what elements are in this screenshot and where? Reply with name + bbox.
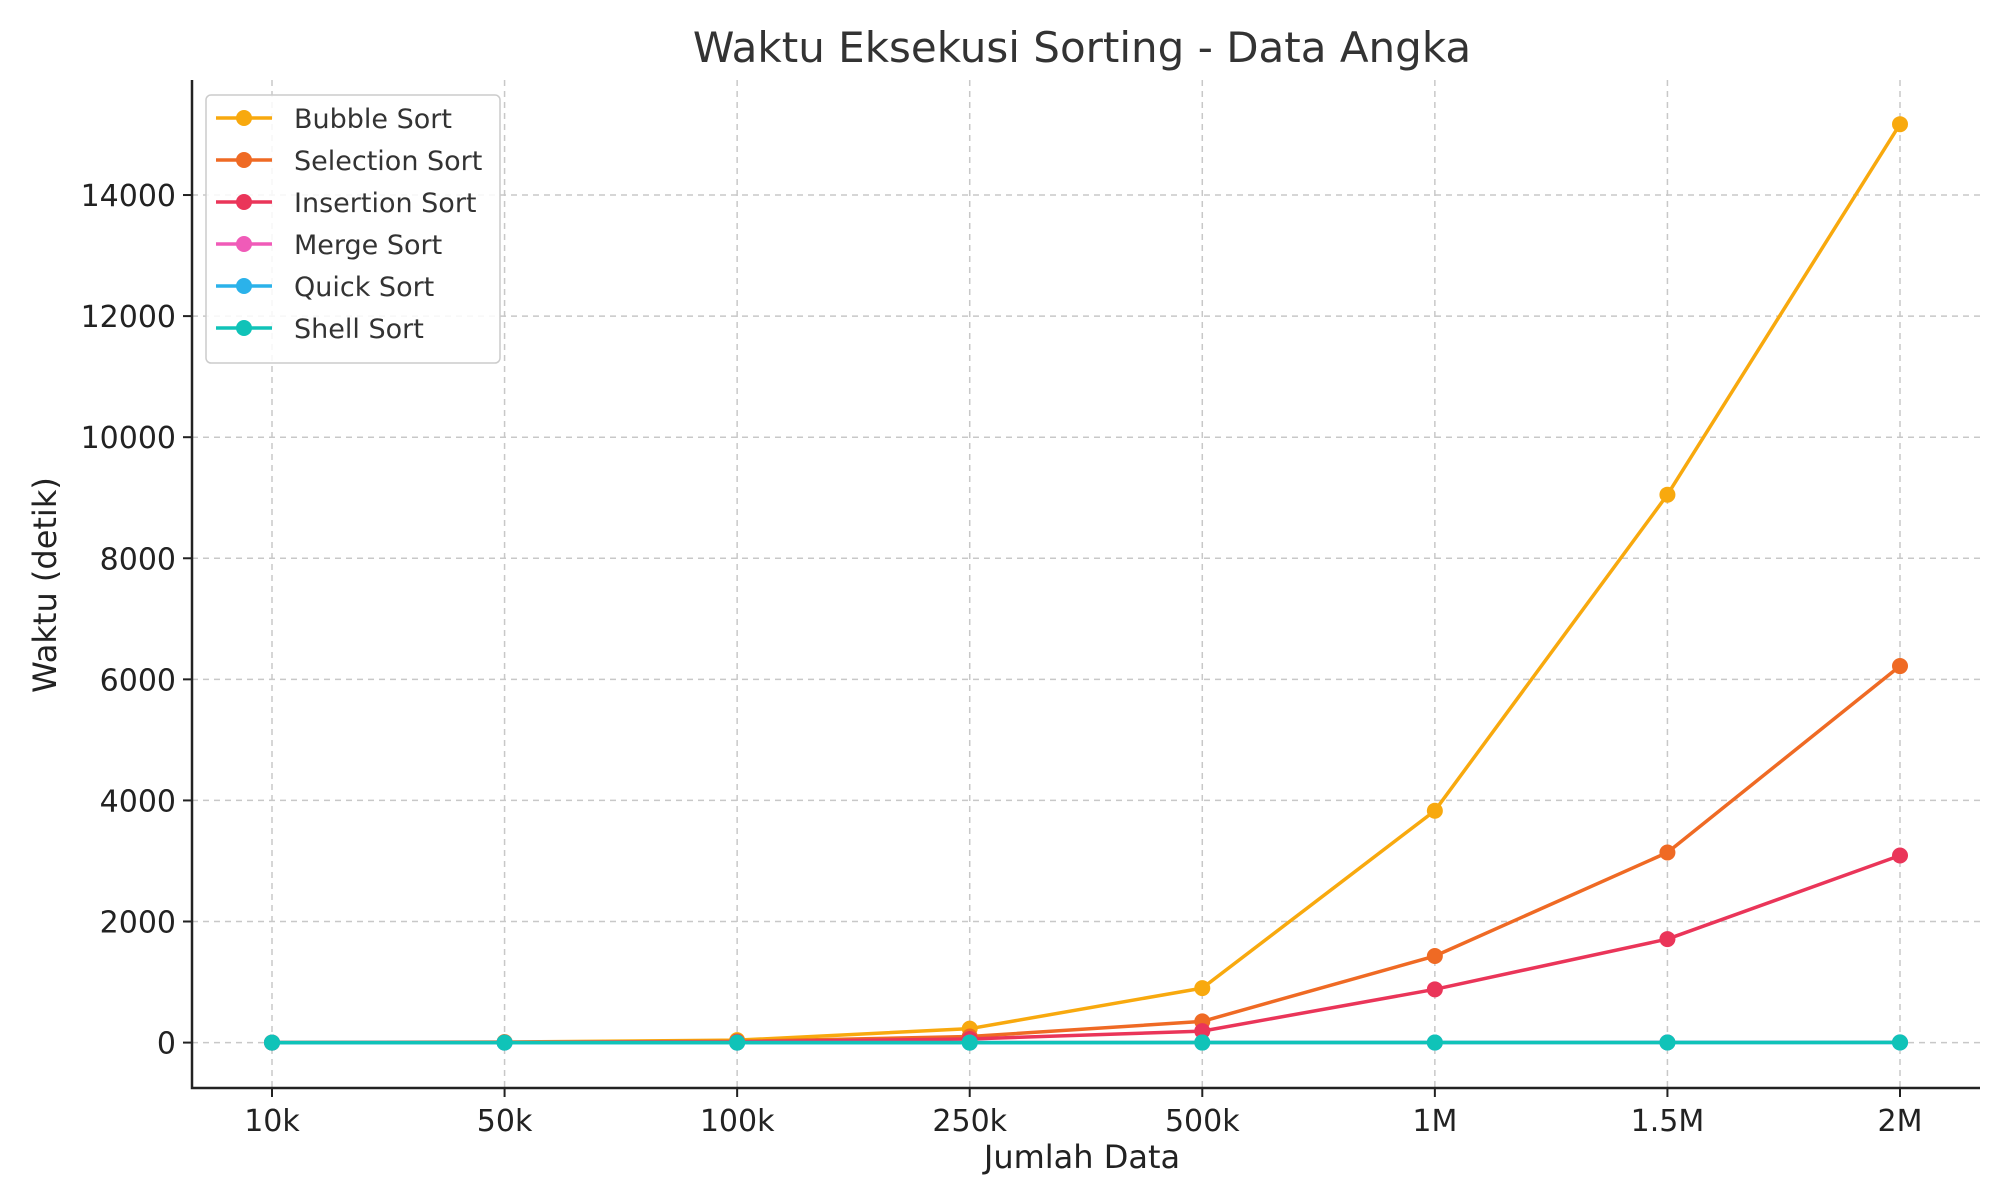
data-point-bubble-sort	[1892, 116, 1908, 133]
legend-swatch-marker	[236, 194, 252, 210]
legend-entry-selection-sort: Selection Sort	[216, 146, 482, 177]
data-point-insertion-sort	[1194, 1023, 1211, 1040]
series-selection-sort	[264, 658, 1908, 1051]
data-point-shell-sort	[1659, 1034, 1676, 1051]
x-tick-label: 1M	[1412, 1104, 1457, 1139]
y-axis-label: Waktu (detik)	[26, 477, 64, 693]
data-point-insertion-sort	[1892, 847, 1908, 864]
axis-spine	[190, 80, 1980, 1090]
data-point-bubble-sort	[1659, 486, 1676, 503]
data-point-shell-sort	[1892, 1034, 1908, 1051]
data-point-bubble-sort	[1194, 980, 1211, 997]
x-axis-label: Jumlah Data	[982, 1138, 1180, 1176]
y-tick-label: 12000	[81, 300, 176, 335]
legend-entry-shell-sort: Shell Sort	[216, 314, 424, 345]
x-tick-label: 1.5M	[1631, 1104, 1705, 1139]
legend-swatch-marker	[236, 110, 252, 126]
y-tick-label: 0	[157, 1027, 176, 1062]
series-line-insertion-sort	[271, 853, 1901, 1045]
data-point-insertion-sort	[1426, 981, 1443, 998]
y-tick-label: 14000	[81, 179, 176, 214]
legend-entry-quick-sort: Quick Sort	[216, 272, 434, 303]
legend-label: Merge Sort	[294, 230, 442, 261]
legend-entry-insertion-sort: Insertion Sort	[216, 188, 477, 219]
data-point-insertion-sort	[1659, 931, 1676, 948]
legend-label: Quick Sort	[294, 272, 434, 303]
series-insertion-sort	[264, 847, 1908, 1051]
y-tick-label: 4000	[100, 784, 176, 819]
legend-label: Shell Sort	[294, 314, 424, 345]
data-point-selection-sort	[1426, 948, 1443, 965]
x-tick-label: 50k	[477, 1104, 533, 1139]
legend-entry-merge-sort: Merge Sort	[216, 230, 442, 261]
x-tick-label: 10k	[244, 1104, 300, 1139]
legend-box	[205, 94, 501, 364]
series-bubble-sort	[264, 116, 1908, 1051]
x-tick-label: 2M	[1878, 1104, 1923, 1139]
series-layer	[264, 116, 1908, 1051]
y-tick-label: 6000	[100, 663, 176, 698]
data-point-shell-sort	[961, 1034, 978, 1051]
data-point-selection-sort	[1892, 658, 1908, 675]
x-tick-label: 100k	[700, 1104, 775, 1139]
data-point-shell-sort	[729, 1034, 746, 1051]
legend-label: Selection Sort	[294, 146, 482, 177]
chart-title: Waktu Eksekusi Sorting - Data Angka	[693, 23, 1471, 72]
axes: 10k 50k 100k 250k 500k 1M 1.5M 2M 0 2000 4000 6000 8…	[81, 80, 1980, 1139]
data-point-bubble-sort	[1426, 802, 1443, 819]
y-tick-label: 2000	[100, 906, 176, 941]
data-point-shell-sort	[1194, 1034, 1211, 1051]
y-tick-label: 8000	[100, 542, 176, 577]
x-tick-label: 250k	[932, 1104, 1007, 1139]
legend-swatch-marker	[236, 236, 252, 252]
legend-swatch-marker	[236, 152, 252, 168]
legend-entry-bubble-sort: Bubble Sort	[216, 104, 452, 135]
legend-swatch-marker	[236, 320, 252, 336]
data-point-shell-sort	[496, 1034, 513, 1051]
data-point-shell-sort	[264, 1034, 280, 1051]
legend-label: Insertion Sort	[294, 188, 477, 219]
legend: Bubble Sort Selection Sort Insertion Sort M…	[205, 94, 501, 364]
legend-label: Bubble Sort	[294, 104, 452, 135]
legend-swatch-marker	[236, 278, 252, 294]
series-line-selection-sort	[271, 664, 1902, 1045]
data-point-shell-sort	[1426, 1034, 1443, 1051]
y-tick-label: 10000	[81, 421, 176, 456]
data-point-selection-sort	[1659, 844, 1676, 861]
series-shell-sort	[264, 1034, 1908, 1051]
x-tick-label: 500k	[1165, 1104, 1240, 1139]
series-line-bubble-sort	[271, 123, 1902, 1045]
